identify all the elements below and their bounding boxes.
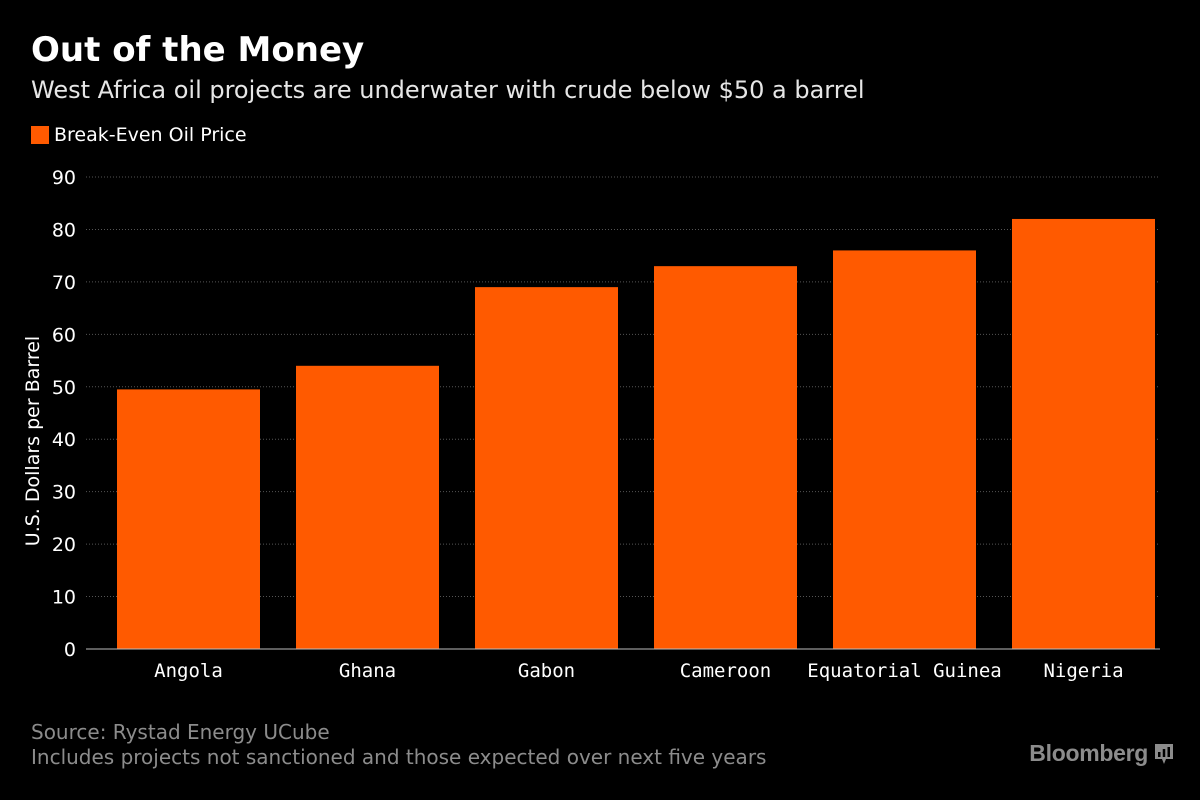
- brand-logo: Bloomberg: [1029, 740, 1174, 767]
- bar: [833, 250, 976, 649]
- x-tick-label: Nigeria: [1043, 660, 1123, 682]
- y-axis-title: U.S. Dollars per Barrel: [22, 336, 44, 546]
- bar: [117, 389, 260, 649]
- y-tick-label: 60: [52, 324, 76, 346]
- legend-swatch: [31, 126, 49, 144]
- bloomberg-chart-icon: [1155, 743, 1173, 764]
- y-tick-label: 40: [52, 429, 76, 451]
- x-tick-label: Gabon: [518, 660, 575, 682]
- y-tick-label: 50: [52, 377, 76, 399]
- bar: [1012, 218, 1155, 649]
- chart-title: Out of the Money: [31, 30, 365, 70]
- y-tick-label: 70: [52, 272, 76, 294]
- bar: [654, 266, 797, 649]
- scope-note: Includes projects not sanctioned and tho…: [31, 745, 767, 769]
- y-tick-label: 80: [52, 219, 76, 241]
- source-note: Source: Rystad Energy UCube: [31, 720, 330, 744]
- y-tick-label: 90: [52, 167, 76, 189]
- y-tick-label: 10: [52, 587, 76, 609]
- y-tick-label: 30: [52, 482, 76, 504]
- footer: Source: Rystad Energy UCube Includes pro…: [31, 720, 766, 770]
- y-tick-label: 20: [52, 534, 76, 556]
- brand-name: Bloomberg: [1029, 740, 1148, 766]
- legend: Break-Even Oil Price: [31, 124, 247, 146]
- y-tick-label: 0: [64, 639, 76, 661]
- x-tick-label: Equatorial Guinea: [807, 660, 1001, 682]
- chart-subtitle: West Africa oil projects are underwater …: [31, 76, 865, 104]
- x-tick-label: Angola: [154, 660, 223, 682]
- bar: [475, 287, 618, 649]
- x-tick-label: Ghana: [339, 660, 396, 682]
- x-tick-label: Cameroon: [680, 660, 772, 682]
- legend-label: Break-Even Oil Price: [54, 124, 247, 146]
- bar: [296, 365, 439, 649]
